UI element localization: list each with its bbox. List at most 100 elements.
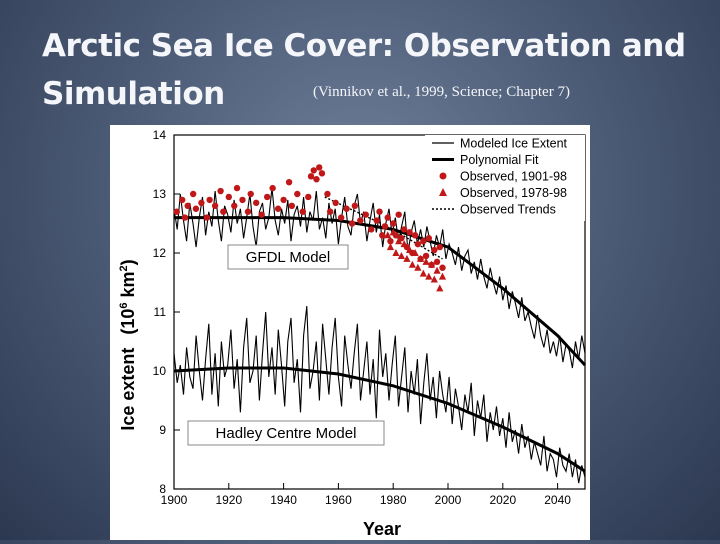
observed-point-1901-98 (420, 238, 427, 245)
observed-point-1901-98 (316, 164, 323, 171)
observed-point-1901-98 (203, 214, 211, 221)
observed-point-1901-98 (198, 199, 205, 207)
observed-point-1901-98 (387, 238, 394, 245)
observed-point-1901-98 (351, 202, 359, 209)
y-tick-label: 8 (159, 482, 166, 496)
observed-point-1978-98 (389, 228, 397, 236)
observed-point-1901-98 (225, 193, 232, 201)
slide-title-line2: Simulation (42, 76, 225, 112)
observed-point-1901-98 (285, 179, 293, 186)
x-tick-label: 1940 (270, 493, 297, 507)
observed-point-1901-98 (313, 176, 320, 183)
observed-point-1901-98 (425, 235, 433, 242)
x-tick-label: 1900 (161, 493, 188, 507)
panel-label-hadley: Hadley Centre Model (216, 425, 357, 442)
observed-point-1901-98 (436, 243, 443, 251)
observed-point-1901-98 (206, 196, 213, 204)
observed-point-1901-98 (310, 167, 317, 174)
observed-point-1901-98 (384, 214, 391, 221)
y-axis-label: Ice extent (106 km2) (118, 259, 138, 430)
observed-point-1901-98 (263, 193, 271, 201)
modeled-line-hadley (173, 306, 586, 484)
observed-point-1901-98 (390, 220, 397, 227)
observed-point-1978-98 (384, 231, 392, 239)
observed-point-1901-98 (294, 190, 301, 198)
slide-citation: (Vinnikov et al., 1999, Science; Chapter… (313, 84, 570, 100)
observed-point-1901-98 (379, 232, 386, 239)
observed-point-1901-98 (326, 208, 334, 215)
y-axis-label-unit-close: ) (118, 259, 138, 265)
observed-point-1978-98 (425, 272, 433, 280)
observed-point-1978-98 (395, 237, 403, 245)
y-axis-label-unit-sq: 2 (118, 265, 130, 271)
observed-point-1978-98 (386, 243, 395, 251)
legend-label: Observed, 1978-98 (460, 186, 567, 200)
x-tick-label: 1920 (215, 493, 242, 507)
observed-point-1901-98 (381, 223, 389, 230)
observed-point-1978-98 (397, 251, 406, 259)
observed-point-1901-98 (173, 208, 180, 215)
y-tick-label: 11 (154, 305, 167, 319)
legend-background (425, 135, 585, 221)
observed-point-1901-98 (318, 170, 326, 177)
observed-point-1901-98 (192, 205, 200, 212)
observed-point-1901-98 (211, 202, 219, 209)
legend-marker (439, 188, 447, 196)
observed-point-1901-98 (189, 190, 197, 198)
x-axis-label: Year (363, 519, 401, 539)
x-tick-label: 1960 (325, 493, 352, 507)
observed-point-1901-98 (305, 193, 312, 201)
legend-label: Observed Trends (460, 203, 556, 217)
observed-point-1901-98 (184, 202, 191, 209)
observed-point-1978-98 (408, 260, 416, 268)
observed-point-1901-98 (411, 232, 419, 239)
observed-point-1901-98 (395, 211, 402, 218)
observed-point-1901-98 (280, 196, 287, 204)
observed-point-1901-98 (217, 187, 224, 195)
y-axis-label-unit-exp: 6 (118, 302, 130, 308)
observed-point-1901-98 (362, 211, 369, 218)
y-axis-label-main: Ice extent (118, 348, 138, 431)
observed-point-1901-98 (239, 196, 246, 204)
observed-point-1901-98 (422, 252, 430, 260)
observed-point-1901-98 (439, 264, 446, 271)
y-tick-label: 10 (153, 364, 167, 378)
panel-label-box (187, 420, 385, 446)
slide-title-line1: Arctic Sea Ice Cover: Observation and (42, 28, 686, 64)
legend-marker (439, 172, 447, 180)
slide-title: Arctic Sea Ice Cover: Observation and Sim… (42, 22, 686, 118)
observed-point-1901-98 (274, 205, 282, 212)
x-tick-label: 1980 (380, 493, 407, 507)
observed-point-1978-98 (427, 260, 436, 268)
observed-point-1901-98 (220, 208, 227, 215)
observed-point-1901-98 (373, 217, 380, 224)
observed-point-1901-98 (244, 208, 252, 215)
observed-point-1901-98 (324, 190, 331, 198)
observed-point-1901-98 (258, 211, 265, 218)
observed-point-1901-98 (231, 202, 238, 209)
chart-panel: 1900 1920 1940 1960 1980 2000 2020 2040 8 9 10 11 12… (110, 125, 590, 540)
panel-label-box (227, 244, 349, 270)
observed-point-1978-98 (430, 275, 438, 283)
y-tick-label: 12 (153, 246, 167, 260)
observed-point-1978-98 (392, 249, 400, 256)
observed-point-1978-98 (438, 272, 447, 280)
x-tick-label: 2040 (544, 493, 571, 507)
observed-point-1901-98 (343, 205, 350, 212)
observed-point-1978-98 (417, 254, 425, 262)
observed-point-1901-98 (307, 173, 315, 180)
ice-extent-chart: 1900 1920 1940 1960 1980 2000 2020 2040 8 9 10 11 12… (118, 128, 587, 539)
legend-label: Observed, 1901-98 (460, 170, 567, 184)
x-tick-label: 2020 (489, 493, 516, 507)
observed-point-1978-98 (433, 266, 441, 274)
y-tick-label: 13 (153, 187, 167, 201)
observed-point-1901-98 (414, 240, 422, 248)
panel-label-gfdl: GFDL Model (246, 249, 330, 266)
legend: Modeled Ice Extent Polynomial Fit Observed… (425, 135, 585, 221)
observed-point-1901-98 (247, 190, 254, 198)
observed-point-1901-98 (288, 202, 296, 209)
observed-point-1978-98 (422, 257, 430, 265)
observed-point-1978-98 (400, 240, 408, 248)
y-tick-label: 9 (159, 423, 166, 437)
plot-layer: 1900 1920 1940 1960 1980 2000 2020 2040 8 9 10 11 12… (153, 128, 587, 507)
